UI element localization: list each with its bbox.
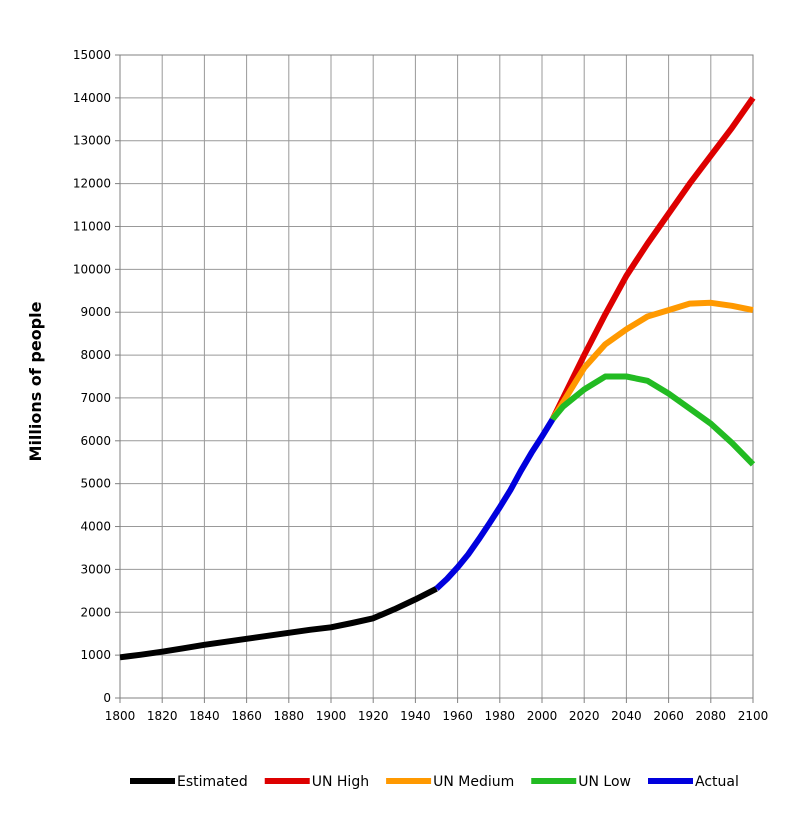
y-tick-label: 1000: [80, 648, 111, 662]
legend-label: Estimated: [177, 774, 248, 790]
y-tick-label: 7000: [80, 391, 111, 405]
y-tick-label: 5000: [80, 477, 111, 491]
y-tick-label: 3000: [80, 562, 111, 576]
y-tick-label: 8000: [80, 348, 111, 362]
series-line-estimated: [119, 586, 438, 661]
x-tick-label: 1960: [442, 709, 473, 723]
y-tick-label: 9000: [80, 305, 111, 319]
legend-label: UN Low: [578, 774, 631, 790]
plot-frame: [119, 54, 754, 699]
y-tick-label: 13000: [73, 134, 111, 148]
x-tick-label: 2080: [696, 709, 727, 723]
y-axis-label: Millions of people: [26, 301, 45, 461]
x-tick-label: 1900: [316, 709, 347, 723]
legend-item-un-high: UN High: [264, 774, 369, 790]
x-tick-label: 2060: [653, 709, 684, 723]
x-tick-label: 1920: [358, 709, 389, 723]
series-line-actual: [434, 417, 556, 591]
legend: Estimated UN High UN Medium UN Low Actual: [130, 774, 739, 790]
x-tick-label: 1840: [189, 709, 220, 723]
x-tick-label: 1980: [485, 709, 516, 723]
y-tick-label: 2000: [80, 605, 111, 619]
y-tick-label: 4000: [80, 520, 111, 534]
legend-item-estimated: Estimated: [130, 774, 248, 790]
x-tick-label: 1880: [274, 709, 305, 723]
y-tick-label: 14000: [73, 91, 111, 105]
legend-item-actual: Actual: [648, 774, 739, 790]
y-tick-label: 10000: [73, 262, 111, 276]
y-tick-label: 15000: [73, 48, 111, 62]
legend-item-un-medium: UN Medium: [386, 774, 514, 790]
x-tick-label: 1940: [400, 709, 431, 723]
series-line-un-high: [549, 96, 756, 421]
series-line-un-low: [550, 373, 756, 467]
x-tick-label: 1800: [105, 709, 136, 723]
grid-layer: [119, 54, 754, 699]
x-axis-ticks: 1800 1820 1840 1860 1880 1900 1920 1940 1960 1980…: [105, 698, 769, 723]
y-tick-label: 0: [103, 691, 111, 705]
legend-label: Actual: [695, 774, 739, 790]
y-tick-label: 6000: [80, 434, 111, 448]
legend-item-un-low: UN Low: [531, 774, 631, 790]
y-tick-label: 11000: [73, 219, 111, 233]
x-tick-label: 2020: [569, 709, 600, 723]
legend-label: UN Medium: [433, 774, 514, 790]
x-tick-label: 2100: [738, 709, 769, 723]
x-tick-label: 1860: [231, 709, 262, 723]
series-layer: [119, 96, 756, 661]
x-tick-label: 1820: [147, 709, 178, 723]
series-line-un-medium: [549, 299, 754, 421]
x-tick-label: 2040: [611, 709, 642, 723]
x-tick-label: 2000: [527, 709, 558, 723]
y-tick-label: 12000: [73, 177, 111, 191]
legend-label: UN High: [312, 774, 369, 790]
y-axis-ticks: 0 1000 2000 3000 4000 5000 6000 7000 8000 9000 100…: [73, 48, 120, 705]
